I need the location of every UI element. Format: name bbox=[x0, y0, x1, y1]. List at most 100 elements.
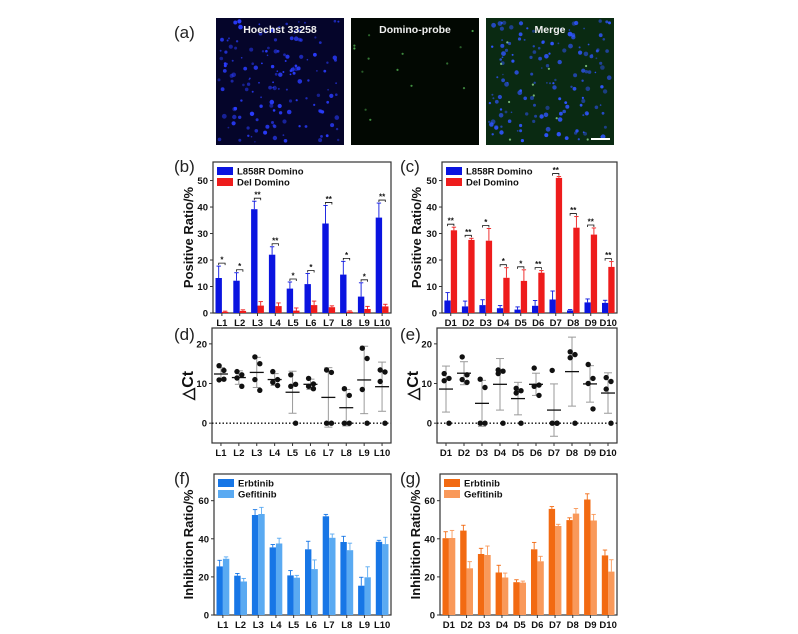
x-tick-label: L10 bbox=[374, 620, 390, 631]
data-point bbox=[252, 354, 258, 360]
cell-dot bbox=[330, 123, 335, 128]
bar-gefitinib bbox=[382, 544, 389, 615]
cell-dot bbox=[335, 93, 338, 96]
image-cells bbox=[217, 19, 340, 143]
bar-gefitinib bbox=[329, 537, 336, 615]
panel-label-e: (e) bbox=[400, 325, 421, 344]
legend-swatch bbox=[446, 178, 462, 186]
panel-label-b: (b) bbox=[174, 157, 195, 176]
cell-dot bbox=[526, 27, 529, 30]
x-tick-label: L9 bbox=[359, 620, 370, 631]
cell-dot bbox=[498, 113, 504, 118]
legend-swatch bbox=[217, 167, 233, 175]
data-point bbox=[341, 386, 348, 392]
bar-gefitinib bbox=[311, 569, 318, 615]
bar-del-domino bbox=[590, 234, 598, 313]
cell-dot bbox=[591, 54, 593, 56]
x-tick-label: L1 bbox=[215, 448, 227, 459]
cell-dot bbox=[532, 50, 537, 54]
bar-erbtinib bbox=[584, 499, 591, 615]
y-axis-label: Positive Ratio/% bbox=[409, 186, 424, 288]
x-tick-label: D7 bbox=[549, 620, 561, 631]
significance-marker: ** bbox=[448, 217, 455, 226]
x-tick-label: L1 bbox=[216, 318, 228, 329]
data-point bbox=[459, 354, 465, 360]
cell-dot bbox=[285, 22, 289, 26]
cell-dot bbox=[219, 56, 224, 61]
cell-dot bbox=[265, 49, 268, 53]
cell-dot bbox=[337, 20, 340, 23]
cell-dot bbox=[254, 129, 259, 133]
x-tick-label: D4 bbox=[496, 620, 509, 631]
cell-dot bbox=[493, 125, 499, 130]
cell-dot bbox=[530, 72, 534, 76]
y-tick-label: 20 bbox=[421, 339, 432, 350]
x-tick-label: L8 bbox=[341, 318, 352, 329]
x-tick-label: D3 bbox=[480, 318, 492, 329]
cell-dot bbox=[573, 73, 578, 78]
significance-marker: * bbox=[484, 218, 488, 227]
bar-erbtinib bbox=[269, 547, 276, 615]
bar-del-domino bbox=[310, 305, 318, 313]
cell-dot bbox=[489, 122, 494, 127]
significance-bracket bbox=[517, 266, 525, 269]
cell-dot bbox=[329, 93, 334, 98]
significance-marker: * bbox=[309, 263, 313, 272]
bar-l858r-domino bbox=[602, 302, 609, 313]
data-point bbox=[477, 420, 483, 426]
cell-dot bbox=[269, 103, 274, 108]
cell-dot bbox=[600, 65, 605, 70]
cell-dot bbox=[558, 97, 562, 101]
legend-label: Del Domino bbox=[237, 178, 290, 189]
y-tick-label: 40 bbox=[426, 203, 437, 214]
cell-dot bbox=[261, 50, 265, 53]
cell-dot bbox=[270, 27, 276, 33]
significance-bracket bbox=[307, 270, 315, 273]
cell-dot bbox=[552, 82, 555, 85]
cell-dot bbox=[601, 111, 605, 115]
x-tick-label: D5 bbox=[514, 620, 527, 631]
cell-dot bbox=[325, 134, 329, 138]
bar-gefitinib bbox=[448, 538, 456, 615]
significance-marker: ** bbox=[272, 236, 279, 245]
x-tick-label: D1 bbox=[445, 318, 458, 329]
significance-marker: * bbox=[238, 262, 242, 271]
cell-dot bbox=[557, 42, 560, 45]
data-point bbox=[590, 375, 596, 382]
cell-dot bbox=[244, 87, 249, 92]
cell-dot bbox=[519, 129, 523, 133]
x-tick-label: L6 bbox=[306, 620, 317, 631]
cell-dot bbox=[226, 39, 229, 42]
data-point bbox=[221, 367, 227, 374]
microscopy-image-hoechst: Hoechst 33258 bbox=[216, 18, 344, 145]
cell-dot bbox=[238, 24, 243, 30]
plot-frame bbox=[211, 327, 392, 444]
significance-bracket bbox=[447, 223, 455, 227]
bar-del-domino bbox=[503, 277, 510, 313]
cell-dot bbox=[603, 125, 607, 129]
cell-dot bbox=[541, 67, 543, 69]
cell-dot bbox=[231, 121, 236, 126]
cell-dot bbox=[605, 20, 609, 24]
data-point bbox=[328, 369, 335, 376]
cell-dot bbox=[507, 119, 512, 123]
cell-dot bbox=[570, 85, 573, 89]
cell-dot bbox=[538, 56, 542, 61]
x-tick-label: D10 bbox=[600, 318, 617, 329]
bar-l858r-domino bbox=[340, 274, 347, 313]
plot-frame bbox=[441, 161, 618, 314]
plot-frame bbox=[436, 327, 618, 444]
cell-dot bbox=[557, 59, 562, 65]
x-tick-label: D8 bbox=[567, 620, 579, 631]
data-point bbox=[274, 382, 281, 389]
cell-dot bbox=[277, 103, 282, 109]
cell-dot bbox=[552, 85, 557, 90]
cell-dot bbox=[234, 46, 238, 50]
data-point bbox=[346, 420, 352, 426]
cell-dot bbox=[353, 44, 356, 47]
cell-dot bbox=[497, 21, 503, 26]
legend-label: Gefitinib bbox=[464, 490, 503, 501]
y-axis-label: Inhibition Ratio/% bbox=[408, 489, 423, 599]
legend-label: L858R Domino bbox=[237, 167, 304, 178]
